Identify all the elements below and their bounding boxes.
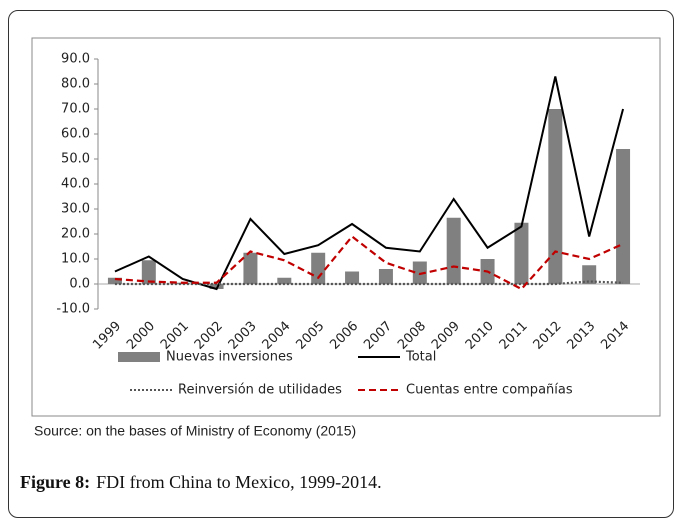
bar xyxy=(243,252,258,284)
x-tick-label: 2002 xyxy=(192,319,226,353)
x-tick-label: 2014 xyxy=(598,319,632,353)
y-tick-label: 0.0 xyxy=(69,277,90,292)
caption-text: FDI from China to Mexico, 1999-2014. xyxy=(96,472,381,492)
y-tick-label: 70.0 xyxy=(61,102,90,117)
legend-label: Nuevas inversiones xyxy=(166,350,293,365)
bar xyxy=(141,260,156,284)
legend-swatch xyxy=(118,352,160,362)
bar xyxy=(311,252,326,284)
x-tick-label: 2010 xyxy=(463,319,497,353)
source: Source: on the bases of Ministry of Econ… xyxy=(34,423,356,439)
y-tick-label: 10.0 xyxy=(61,252,90,267)
x-tick-label: 2006 xyxy=(327,319,361,353)
legend-label: Cuentas entre compañías xyxy=(406,383,573,398)
x-tick-label: 2005 xyxy=(293,319,327,353)
caption: Figure 8: FDI from China to Mexico, 1999-… xyxy=(20,472,382,492)
line-series xyxy=(114,76,625,291)
y-tick-label: 40.0 xyxy=(61,177,90,192)
x-tick-label: 2009 xyxy=(429,319,463,353)
bar xyxy=(412,261,427,284)
x-tick-label: 2000 xyxy=(124,319,158,353)
y-tick-label: 50.0 xyxy=(61,152,90,167)
y-tick-label: 60.0 xyxy=(61,127,90,142)
x-tick-label: 2003 xyxy=(226,319,260,353)
y-tick-label: 90.0 xyxy=(61,52,90,67)
x-tick-label: 2007 xyxy=(361,319,395,353)
y-tick-label: -10.0 xyxy=(56,302,90,317)
bar xyxy=(446,217,461,284)
bar xyxy=(378,269,393,284)
bar xyxy=(514,222,529,284)
bar xyxy=(107,277,122,284)
x-tick-label: 2012 xyxy=(531,319,565,353)
chart-border xyxy=(31,37,661,417)
y-tick-label: 80.0 xyxy=(61,77,90,92)
y-tick-label: 30.0 xyxy=(61,202,90,217)
legend-label: Total xyxy=(405,350,436,365)
figure-frame xyxy=(8,10,674,518)
bar xyxy=(548,109,563,284)
bar xyxy=(209,284,224,289)
x-tick-label: 2013 xyxy=(564,319,598,353)
bar xyxy=(616,149,631,284)
caption-label: Figure 8: xyxy=(20,472,90,492)
x-tick-label: 1999 xyxy=(90,319,124,353)
x-tick-label: 2004 xyxy=(260,319,294,353)
legend-label: Reinversión de utilidades xyxy=(178,383,342,398)
x-tick-label: 2011 xyxy=(497,319,531,353)
bar xyxy=(582,265,597,284)
line-series xyxy=(114,234,624,291)
x-tick-label: 2001 xyxy=(158,319,192,353)
y-tick-label: 20.0 xyxy=(61,227,90,242)
x-tick-label: 2008 xyxy=(395,319,429,353)
bar xyxy=(345,271,360,284)
line-series xyxy=(114,280,624,286)
bar xyxy=(277,277,292,284)
